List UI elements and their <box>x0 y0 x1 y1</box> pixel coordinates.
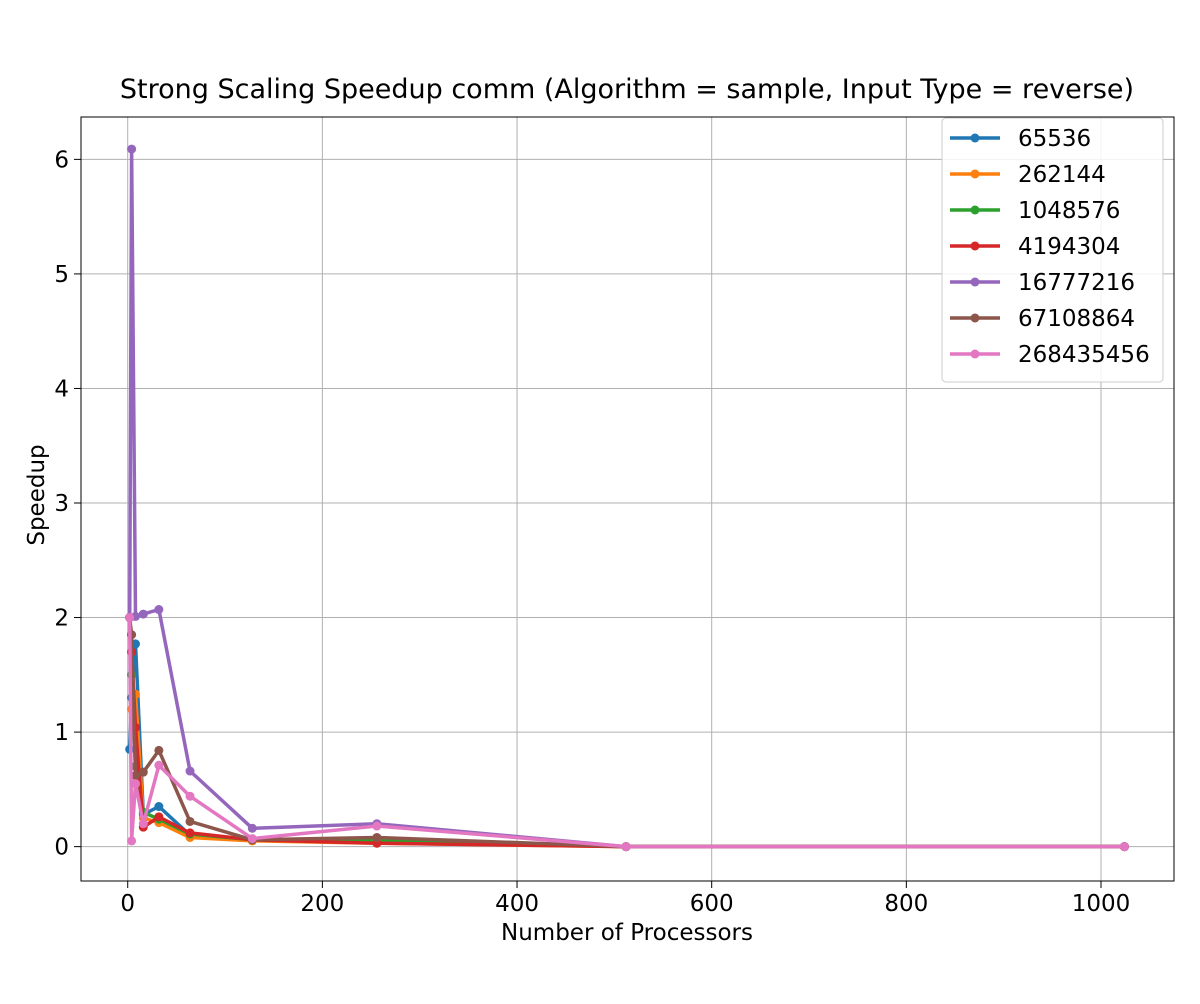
legend-swatch-marker <box>970 241 980 251</box>
x-axis-label: Number of Processors <box>501 920 753 946</box>
legend-entry-label: 67108864 <box>1018 306 1135 332</box>
y-tick-label: 0 <box>54 835 69 861</box>
data-point <box>185 828 195 838</box>
series-line <box>127 617 1125 849</box>
legend-box <box>941 117 1164 383</box>
legend-swatch-marker <box>970 205 980 215</box>
data-point <box>247 823 257 833</box>
data-point <box>125 613 135 623</box>
y-tick-label: 1 <box>54 720 69 746</box>
data-point <box>138 767 148 777</box>
data-point <box>185 816 195 826</box>
data-point <box>372 832 382 842</box>
legend-swatch-marker <box>970 169 980 179</box>
y-axis-label: Speedup <box>24 444 50 545</box>
axis-ticks: 0 200 400 600 800 1000 0 1 2 3 4 5 6 <box>54 147 1130 917</box>
y-tick-label: 6 <box>54 147 69 173</box>
data-point <box>138 819 148 829</box>
legend-entry-label: 4194304 <box>1018 234 1120 260</box>
data-point <box>154 760 164 770</box>
x-tick-label: 600 <box>690 891 734 917</box>
x-tick-label: 400 <box>495 891 539 917</box>
data-point <box>154 812 164 822</box>
legend-swatch-marker <box>970 277 980 287</box>
legend-swatch-marker <box>970 349 980 359</box>
data-point <box>185 791 195 801</box>
data-point <box>185 766 195 776</box>
legend-entry-label: 16777216 <box>1018 270 1135 296</box>
y-tick-label: 3 <box>54 491 69 517</box>
data-point <box>1119 842 1129 852</box>
x-tick-label: 1000 <box>1072 891 1131 917</box>
data-point <box>154 605 164 615</box>
data-point <box>127 836 137 846</box>
data-point <box>154 745 164 755</box>
series-268435456 <box>125 613 1129 852</box>
chart-title: Strong Scaling Speedup comm (Algorithm =… <box>120 74 1134 105</box>
data-point <box>372 821 382 831</box>
series-group <box>125 144 1129 852</box>
data-point <box>154 802 164 812</box>
x-tick-label: 200 <box>300 891 344 917</box>
y-tick-label: 5 <box>54 262 69 288</box>
x-tick-label: 0 <box>120 891 135 917</box>
data-point <box>131 779 141 789</box>
y-tick-label: 2 <box>54 606 69 632</box>
data-point <box>247 834 257 844</box>
grid <box>81 117 1174 881</box>
data-point <box>138 609 148 619</box>
y-tick-label: 4 <box>54 376 69 402</box>
plot-frame <box>80 116 1175 882</box>
x-tick-label: 800 <box>884 891 928 917</box>
legend-entry-label: 262144 <box>1018 162 1106 188</box>
legend-entry-label: 1048576 <box>1018 198 1120 224</box>
legend-swatch-marker <box>970 133 980 143</box>
legend-entry-label: 268435456 <box>1018 342 1150 368</box>
data-point <box>127 144 137 154</box>
legend-swatch-marker <box>970 313 980 323</box>
legend-entry-label: 65536 <box>1018 126 1091 152</box>
data-point <box>621 842 631 852</box>
data-point <box>131 771 141 781</box>
legend: 65536 262144 1048576 4194304 16777216 6710886… <box>941 117 1164 383</box>
series-line <box>127 617 1125 849</box>
